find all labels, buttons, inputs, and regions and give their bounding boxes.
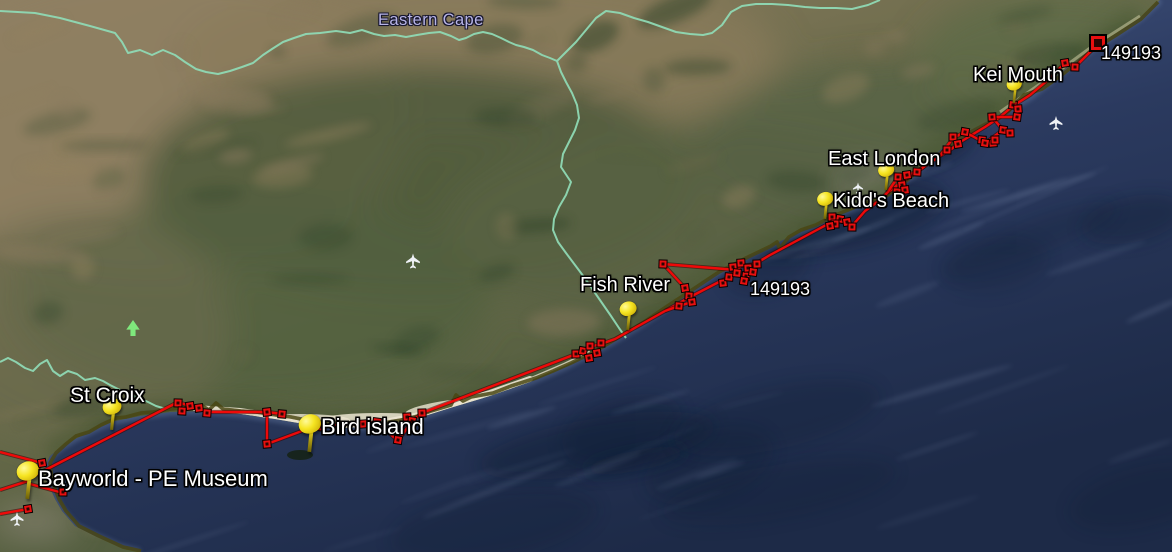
red-track-segment[interactable] [31,42,1099,479]
red-track-segment[interactable] [662,262,738,272]
red-track-segment[interactable] [31,41,1100,479]
islet [287,450,313,460]
red-track-segment[interactable] [0,479,29,492]
red-track-segment[interactable] [0,507,29,516]
province-boundary-line [0,0,881,410]
red-track-segment[interactable] [29,482,64,495]
